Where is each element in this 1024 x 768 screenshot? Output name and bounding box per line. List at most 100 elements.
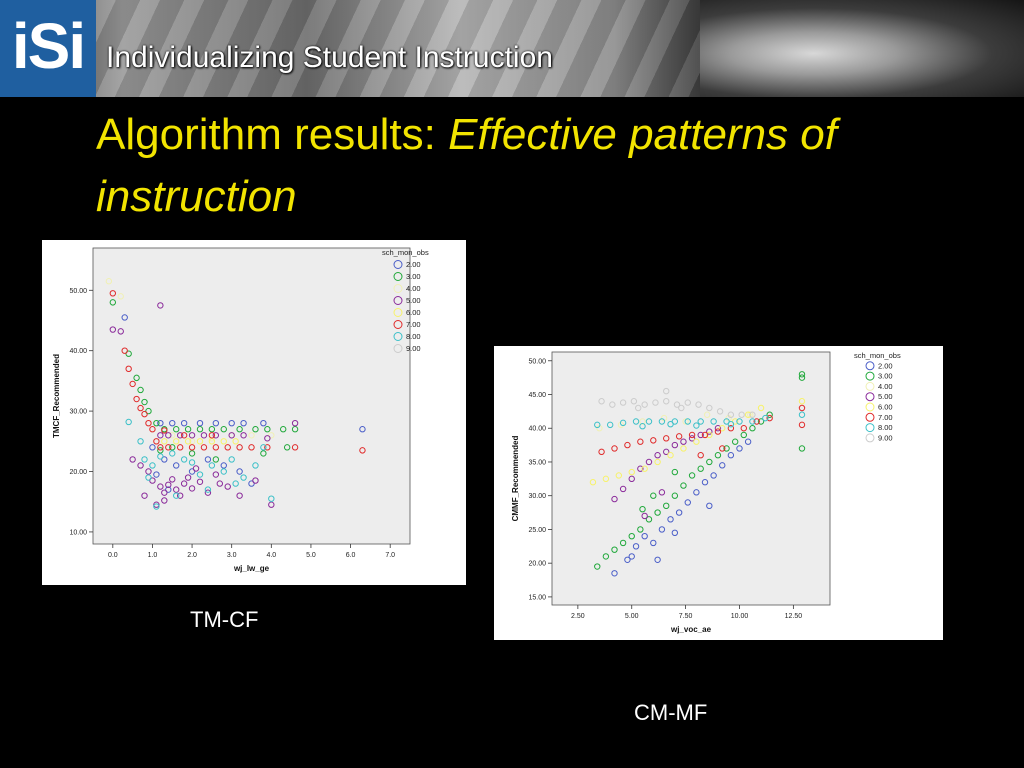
data-point <box>684 399 691 406</box>
data-point <box>268 501 275 508</box>
data-point <box>125 350 132 357</box>
data-point <box>204 486 212 493</box>
data-point <box>701 431 709 439</box>
data-point <box>228 432 235 439</box>
data-point <box>173 486 180 493</box>
data-point <box>153 438 160 445</box>
data-point <box>157 444 164 451</box>
y-tick-label: 20.00 <box>69 469 87 476</box>
data-point <box>145 419 152 427</box>
data-point <box>208 435 216 442</box>
title-plain: Algorithm results: <box>96 110 449 159</box>
data-point <box>176 492 184 499</box>
y-tick-label: 45.00 <box>528 392 546 399</box>
data-point <box>157 483 164 490</box>
data-point <box>157 453 164 460</box>
data-point <box>252 477 259 484</box>
data-point <box>609 401 616 408</box>
data-point <box>153 419 160 427</box>
data-point <box>149 426 156 433</box>
data-point <box>688 435 696 442</box>
data-point <box>149 477 156 484</box>
data-point <box>671 441 679 449</box>
data-point <box>176 444 184 451</box>
data-point <box>192 465 200 472</box>
data-point <box>798 421 806 429</box>
legend-marker <box>865 361 875 371</box>
data-point <box>212 432 220 439</box>
data-point <box>228 456 235 463</box>
data-point <box>766 411 773 418</box>
data-point <box>208 438 216 445</box>
data-point <box>220 426 227 433</box>
y-tick-label: 25.00 <box>528 527 546 534</box>
data-point <box>766 414 773 422</box>
data-point <box>133 395 140 403</box>
data-point <box>224 444 231 451</box>
data-point <box>109 299 117 306</box>
data-point <box>697 452 704 459</box>
data-point <box>606 421 614 429</box>
data-point <box>798 411 806 418</box>
x-tick-label: 5.00 <box>625 613 639 620</box>
legend-label: 8.00 <box>406 332 421 341</box>
data-point <box>727 420 735 428</box>
x-tick-label: 3.0 <box>227 552 237 559</box>
data-point <box>236 468 243 475</box>
data-point <box>137 404 144 412</box>
data-point <box>145 474 152 481</box>
legend-label: 4.00 <box>406 284 421 293</box>
scatter-chart-tm-cf: 0.0 1.0 2.0 3.0 4.0 5.0 6.0 7.0 10.00 20.00 30.00 4… <box>52 247 429 573</box>
data-point <box>714 452 722 459</box>
legend-label: 6.00 <box>878 403 893 412</box>
data-point <box>641 401 648 408</box>
data-point <box>637 526 644 533</box>
data-point <box>224 483 231 490</box>
data-point <box>680 445 687 452</box>
legend-marker <box>393 284 403 293</box>
data-point <box>639 423 646 430</box>
legend-label: 8.00 <box>878 423 893 432</box>
data-point <box>628 532 635 540</box>
data-point <box>798 398 806 405</box>
y-tick-label: 10.00 <box>69 529 87 536</box>
data-point <box>252 462 259 469</box>
data-point <box>121 314 128 321</box>
chart-panel-tm-cf: 0.0 1.0 2.0 3.0 4.0 5.0 6.0 7.0 10.00 20.00 30.00 4… <box>42 240 466 585</box>
data-point <box>602 553 610 560</box>
data-point <box>675 509 683 516</box>
data-point <box>157 302 164 309</box>
legend-marker <box>865 412 875 422</box>
data-point <box>196 438 204 445</box>
data-point <box>594 421 601 429</box>
data-point <box>291 419 299 427</box>
data-point <box>121 347 128 354</box>
data-point <box>161 489 168 496</box>
data-point <box>145 468 152 475</box>
data-point <box>654 509 661 516</box>
data-point <box>632 418 640 425</box>
plot-area <box>551 351 831 606</box>
data-point <box>658 526 666 533</box>
data-point <box>212 419 220 427</box>
legend-marker <box>865 423 875 433</box>
y-tick-label: 30.00 <box>69 409 87 416</box>
data-point <box>645 516 653 523</box>
data-point <box>678 404 685 412</box>
x-tick-label: 7.50 <box>679 613 693 620</box>
legend-label: 3.00 <box>406 272 421 281</box>
legend-marker <box>393 320 403 329</box>
data-point <box>611 445 618 452</box>
data-point <box>232 480 239 487</box>
data-point <box>212 456 220 463</box>
y-tick-label: 35.00 <box>528 459 546 466</box>
x-tick-label: 2.0 <box>187 552 197 559</box>
legend-title: sch_mon_obs <box>382 248 429 257</box>
data-point <box>196 426 204 433</box>
data-point <box>260 450 267 457</box>
data-point <box>628 468 635 476</box>
data-point <box>680 438 687 445</box>
data-point <box>208 432 216 439</box>
data-point <box>165 486 172 493</box>
data-point <box>719 462 726 469</box>
